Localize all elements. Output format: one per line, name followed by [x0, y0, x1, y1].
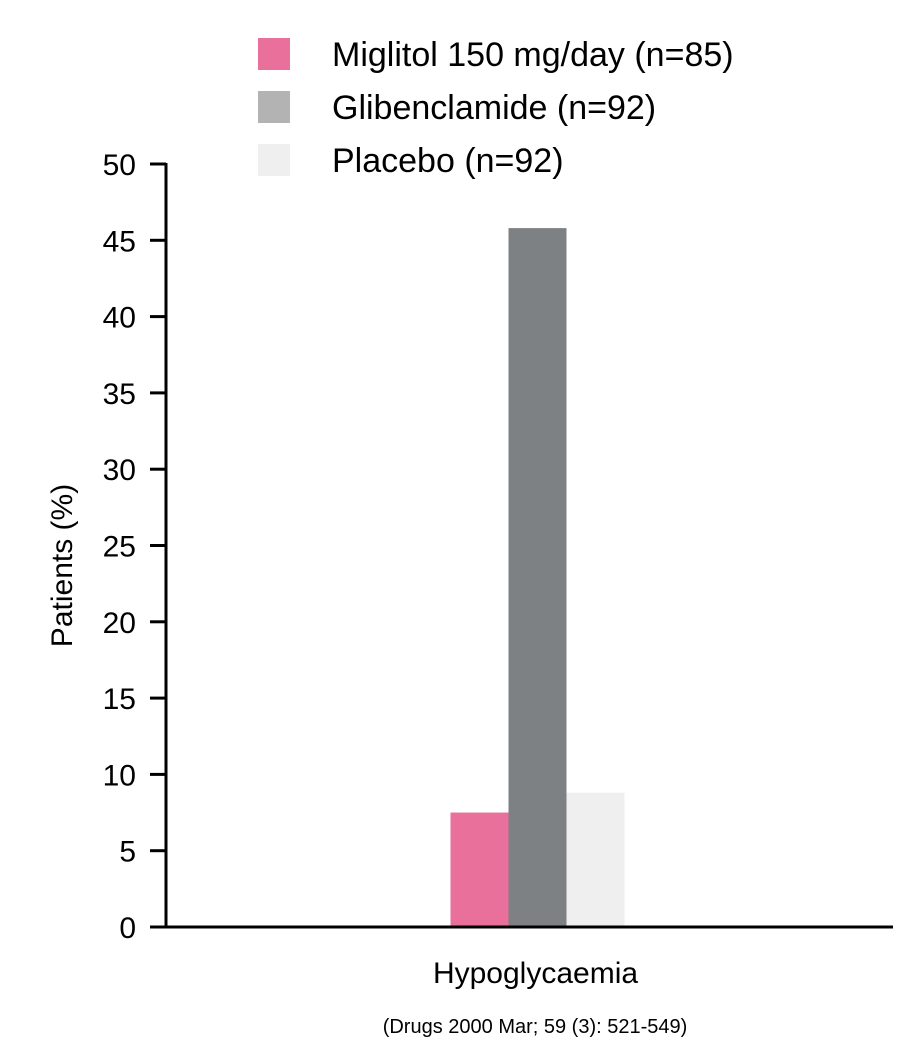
y-tick-label: 35: [103, 378, 136, 411]
y-tick-label: 15: [103, 683, 136, 716]
bar-0: [450, 812, 509, 927]
y-tick-label: 40: [103, 302, 136, 335]
bar-2: [566, 792, 625, 927]
y-tick-label: 20: [103, 607, 136, 640]
bar-1: [508, 228, 567, 928]
legend-swatch: [258, 144, 290, 176]
y-axis: 0 5 10 15 20 25 30 35 40 45 50: [103, 149, 168, 945]
source-citation: (Drugs 2000 Mar; 59 (3): 521-549): [383, 1016, 688, 1038]
y-tick-label: 10: [103, 759, 136, 792]
legend-label: Glibenclamide (n=92): [332, 89, 656, 127]
category-labels: Hypoglycaemia: [433, 957, 638, 990]
legend-label: Placebo (n=92): [332, 142, 564, 180]
legend-swatch: [258, 91, 290, 123]
y-tick-label: 25: [103, 531, 136, 564]
legend: Miglitol 150 mg/day (n=85) Glibenclamide …: [258, 36, 734, 180]
y-tick-label: 50: [103, 149, 136, 182]
y-tick-label: 45: [103, 225, 136, 258]
legend-label: Miglitol 150 mg/day (n=85): [332, 36, 734, 74]
y-axis-title: Patients (%): [46, 484, 79, 647]
y-tick-label: 0: [119, 912, 136, 945]
y-tick-label: 30: [103, 454, 136, 487]
bars: [450, 228, 625, 928]
y-tick-label: 5: [119, 836, 136, 869]
category-label: Hypoglycaemia: [433, 957, 638, 990]
legend-swatch: [258, 38, 290, 70]
